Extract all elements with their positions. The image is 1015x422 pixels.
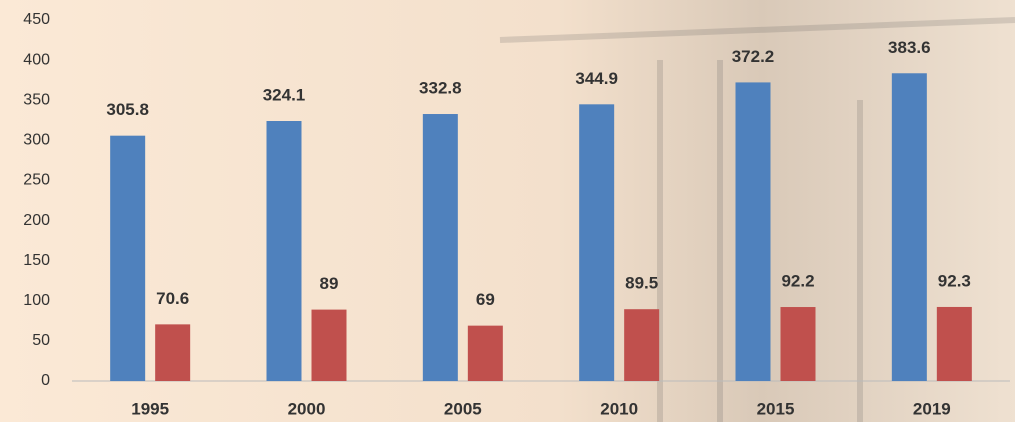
y-tick-label: 0 (41, 372, 50, 389)
bar (267, 121, 302, 381)
value-label: 383.6 (888, 38, 931, 57)
x-tick-label: 2000 (288, 399, 326, 418)
chart: 0 50 100 150 200 250 300 350 400 450 1995 305.8 70.6… (0, 0, 1015, 422)
value-label: 92.3 (938, 271, 971, 290)
bar (781, 307, 816, 381)
value-label: 332.8 (419, 79, 462, 98)
bar (624, 309, 659, 381)
x-tick-label: 1995 (131, 399, 169, 418)
bar (110, 136, 145, 381)
value-label: 344.9 (575, 69, 618, 88)
bar (937, 307, 972, 381)
value-label: 70.6 (156, 289, 189, 308)
x-tick-label: 2019 (913, 399, 951, 418)
bar (312, 310, 347, 381)
value-label: 372.2 (732, 47, 775, 66)
y-tick-label: 250 (23, 172, 50, 189)
y-tick-label: 200 (23, 212, 50, 229)
value-label: 305.8 (106, 100, 149, 119)
x-tick-label: 2005 (444, 399, 482, 418)
bar (155, 324, 190, 381)
bar (579, 104, 614, 381)
bar (468, 326, 503, 381)
y-tick-label: 450 (23, 11, 50, 28)
y-tick-label: 350 (23, 91, 50, 108)
page: 0 50 100 150 200 250 300 350 400 450 1995 305.8 70.6… (0, 0, 1015, 422)
value-label: 89 (320, 274, 339, 293)
y-tick-label: 100 (23, 292, 50, 309)
y-tick-label: 400 (23, 51, 50, 68)
bar (423, 114, 458, 381)
bar (736, 82, 771, 381)
bar (892, 73, 927, 381)
value-label: 324.1 (263, 85, 306, 104)
x-tick-label: 2010 (600, 399, 638, 418)
value-label: 92.2 (781, 272, 814, 291)
y-tick-label: 300 (23, 132, 50, 149)
value-label: 69 (476, 290, 495, 309)
value-label: 89.5 (625, 274, 658, 293)
x-tick-label: 2015 (757, 399, 795, 418)
y-tick-label: 150 (23, 252, 50, 269)
y-tick-label: 50 (32, 332, 50, 349)
